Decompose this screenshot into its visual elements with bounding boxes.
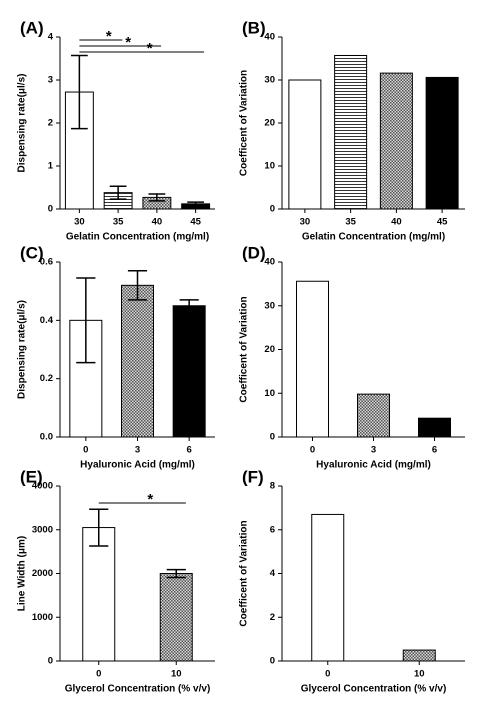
x-tick-label: 10 <box>171 669 182 680</box>
x-axis-label: Glycerol Concentration (% v/v) <box>301 684 447 695</box>
y-tick-label: 30 <box>264 300 275 311</box>
significance-label: * <box>106 28 112 45</box>
bar <box>296 280 329 438</box>
y-tick-label: 3 <box>48 75 53 86</box>
error-bar <box>76 277 96 364</box>
y-tick-label: 0.6 <box>40 257 53 268</box>
x-tick-label: 40 <box>152 217 163 228</box>
y-axis-label: Coefficent of Variation <box>239 296 250 402</box>
x-axis-label: Glycerol Concentration (% v/v) <box>65 684 211 695</box>
error-bar <box>109 185 127 200</box>
y-tick-label: 2 <box>48 118 53 129</box>
bar <box>425 76 459 210</box>
panel-label: (F) <box>242 467 264 486</box>
y-tick-label: 0.2 <box>40 373 53 384</box>
y-axis-label: Coefficent of Variation <box>239 520 250 626</box>
bar <box>334 54 368 210</box>
bar <box>357 393 390 438</box>
y-tick-label: 0 <box>270 204 275 215</box>
x-axis-label: Gelatin Concentration (mg/ml) <box>66 232 209 243</box>
panel-label: (A) <box>20 18 44 37</box>
y-tick-label: 1 <box>48 161 54 172</box>
x-axis-label: Hyaluronic Acid (mg/ml) <box>316 460 431 471</box>
y-tick-label: 1000 <box>32 612 53 623</box>
x-axis-label: Hyaluronic Acid (mg/ml) <box>80 460 195 471</box>
y-tick-label: 10 <box>264 161 275 172</box>
y-tick-label: 4 <box>48 32 54 43</box>
error-bar <box>71 54 88 130</box>
x-tick-label: 35 <box>345 217 356 228</box>
y-tick-label: 2 <box>270 612 275 623</box>
x-tick-label: 3 <box>371 445 376 456</box>
x-tick-label: 35 <box>113 217 124 228</box>
x-tick-label: 0 <box>310 445 315 456</box>
bar <box>288 79 322 210</box>
x-tick-label: 0 <box>83 445 88 456</box>
y-tick-label: 40 <box>264 32 275 43</box>
y-tick-label: 2000 <box>32 568 53 579</box>
panel-label: (C) <box>20 243 44 262</box>
error-bar <box>179 299 199 313</box>
bar <box>159 573 193 662</box>
y-tick-label: 6 <box>270 524 275 535</box>
y-tick-label: 4000 <box>32 481 53 492</box>
bar <box>379 72 413 210</box>
error-bar <box>148 193 166 202</box>
x-tick-label: 10 <box>414 669 425 680</box>
significance-label: * <box>147 40 153 57</box>
x-tick-label: 6 <box>432 445 437 456</box>
y-tick-label: 20 <box>264 344 275 355</box>
error-bar <box>166 568 186 579</box>
y-tick-label: 8 <box>270 481 275 492</box>
x-tick-label: 40 <box>391 217 402 228</box>
x-tick-label: 6 <box>187 445 192 456</box>
x-tick-label: 30 <box>74 217 85 228</box>
bar <box>172 305 206 438</box>
y-tick-label: 30 <box>264 75 275 86</box>
y-axis-label: Dispensing rate(μl/s) <box>17 74 28 173</box>
y-tick-label: 0 <box>270 432 275 443</box>
y-tick-label: 20 <box>264 118 275 129</box>
bar <box>82 527 116 662</box>
significance-label: * <box>147 491 153 508</box>
significance-label: * <box>125 34 131 51</box>
x-tick-label: 3 <box>135 445 140 456</box>
panel-label: (D) <box>242 243 266 262</box>
panel-label: (E) <box>20 467 43 486</box>
y-tick-label: 3000 <box>32 524 53 535</box>
bar <box>121 284 154 438</box>
error-bar <box>89 508 109 547</box>
bar <box>311 513 345 662</box>
error-bar <box>187 201 204 207</box>
bar <box>418 417 451 438</box>
y-tick-label: 0 <box>48 656 53 667</box>
y-axis-label: Coefficent of Variation <box>239 70 250 176</box>
y-axis-label: Dispensing rate(μl/s) <box>17 300 28 399</box>
x-tick-label: 30 <box>300 217 311 228</box>
y-tick-label: 40 <box>264 257 275 268</box>
y-tick-label: 0.0 <box>40 432 53 443</box>
y-tick-label: 4 <box>270 568 276 579</box>
panel-label: (B) <box>242 18 266 37</box>
x-tick-label: 45 <box>437 217 448 228</box>
y-tick-label: 0.4 <box>40 315 54 326</box>
bar <box>402 649 436 662</box>
y-axis-label: Line Width (μm) <box>17 536 28 611</box>
x-tick-label: 0 <box>96 669 101 680</box>
y-tick-label: 10 <box>264 388 275 399</box>
y-tick-label: 0 <box>270 656 275 667</box>
x-tick-label: 45 <box>190 217 201 228</box>
error-bar <box>127 270 148 301</box>
y-tick-label: 0 <box>48 204 53 215</box>
x-tick-label: 0 <box>325 669 330 680</box>
x-axis-label: Gelatin Concentration (mg/ml) <box>302 232 445 243</box>
